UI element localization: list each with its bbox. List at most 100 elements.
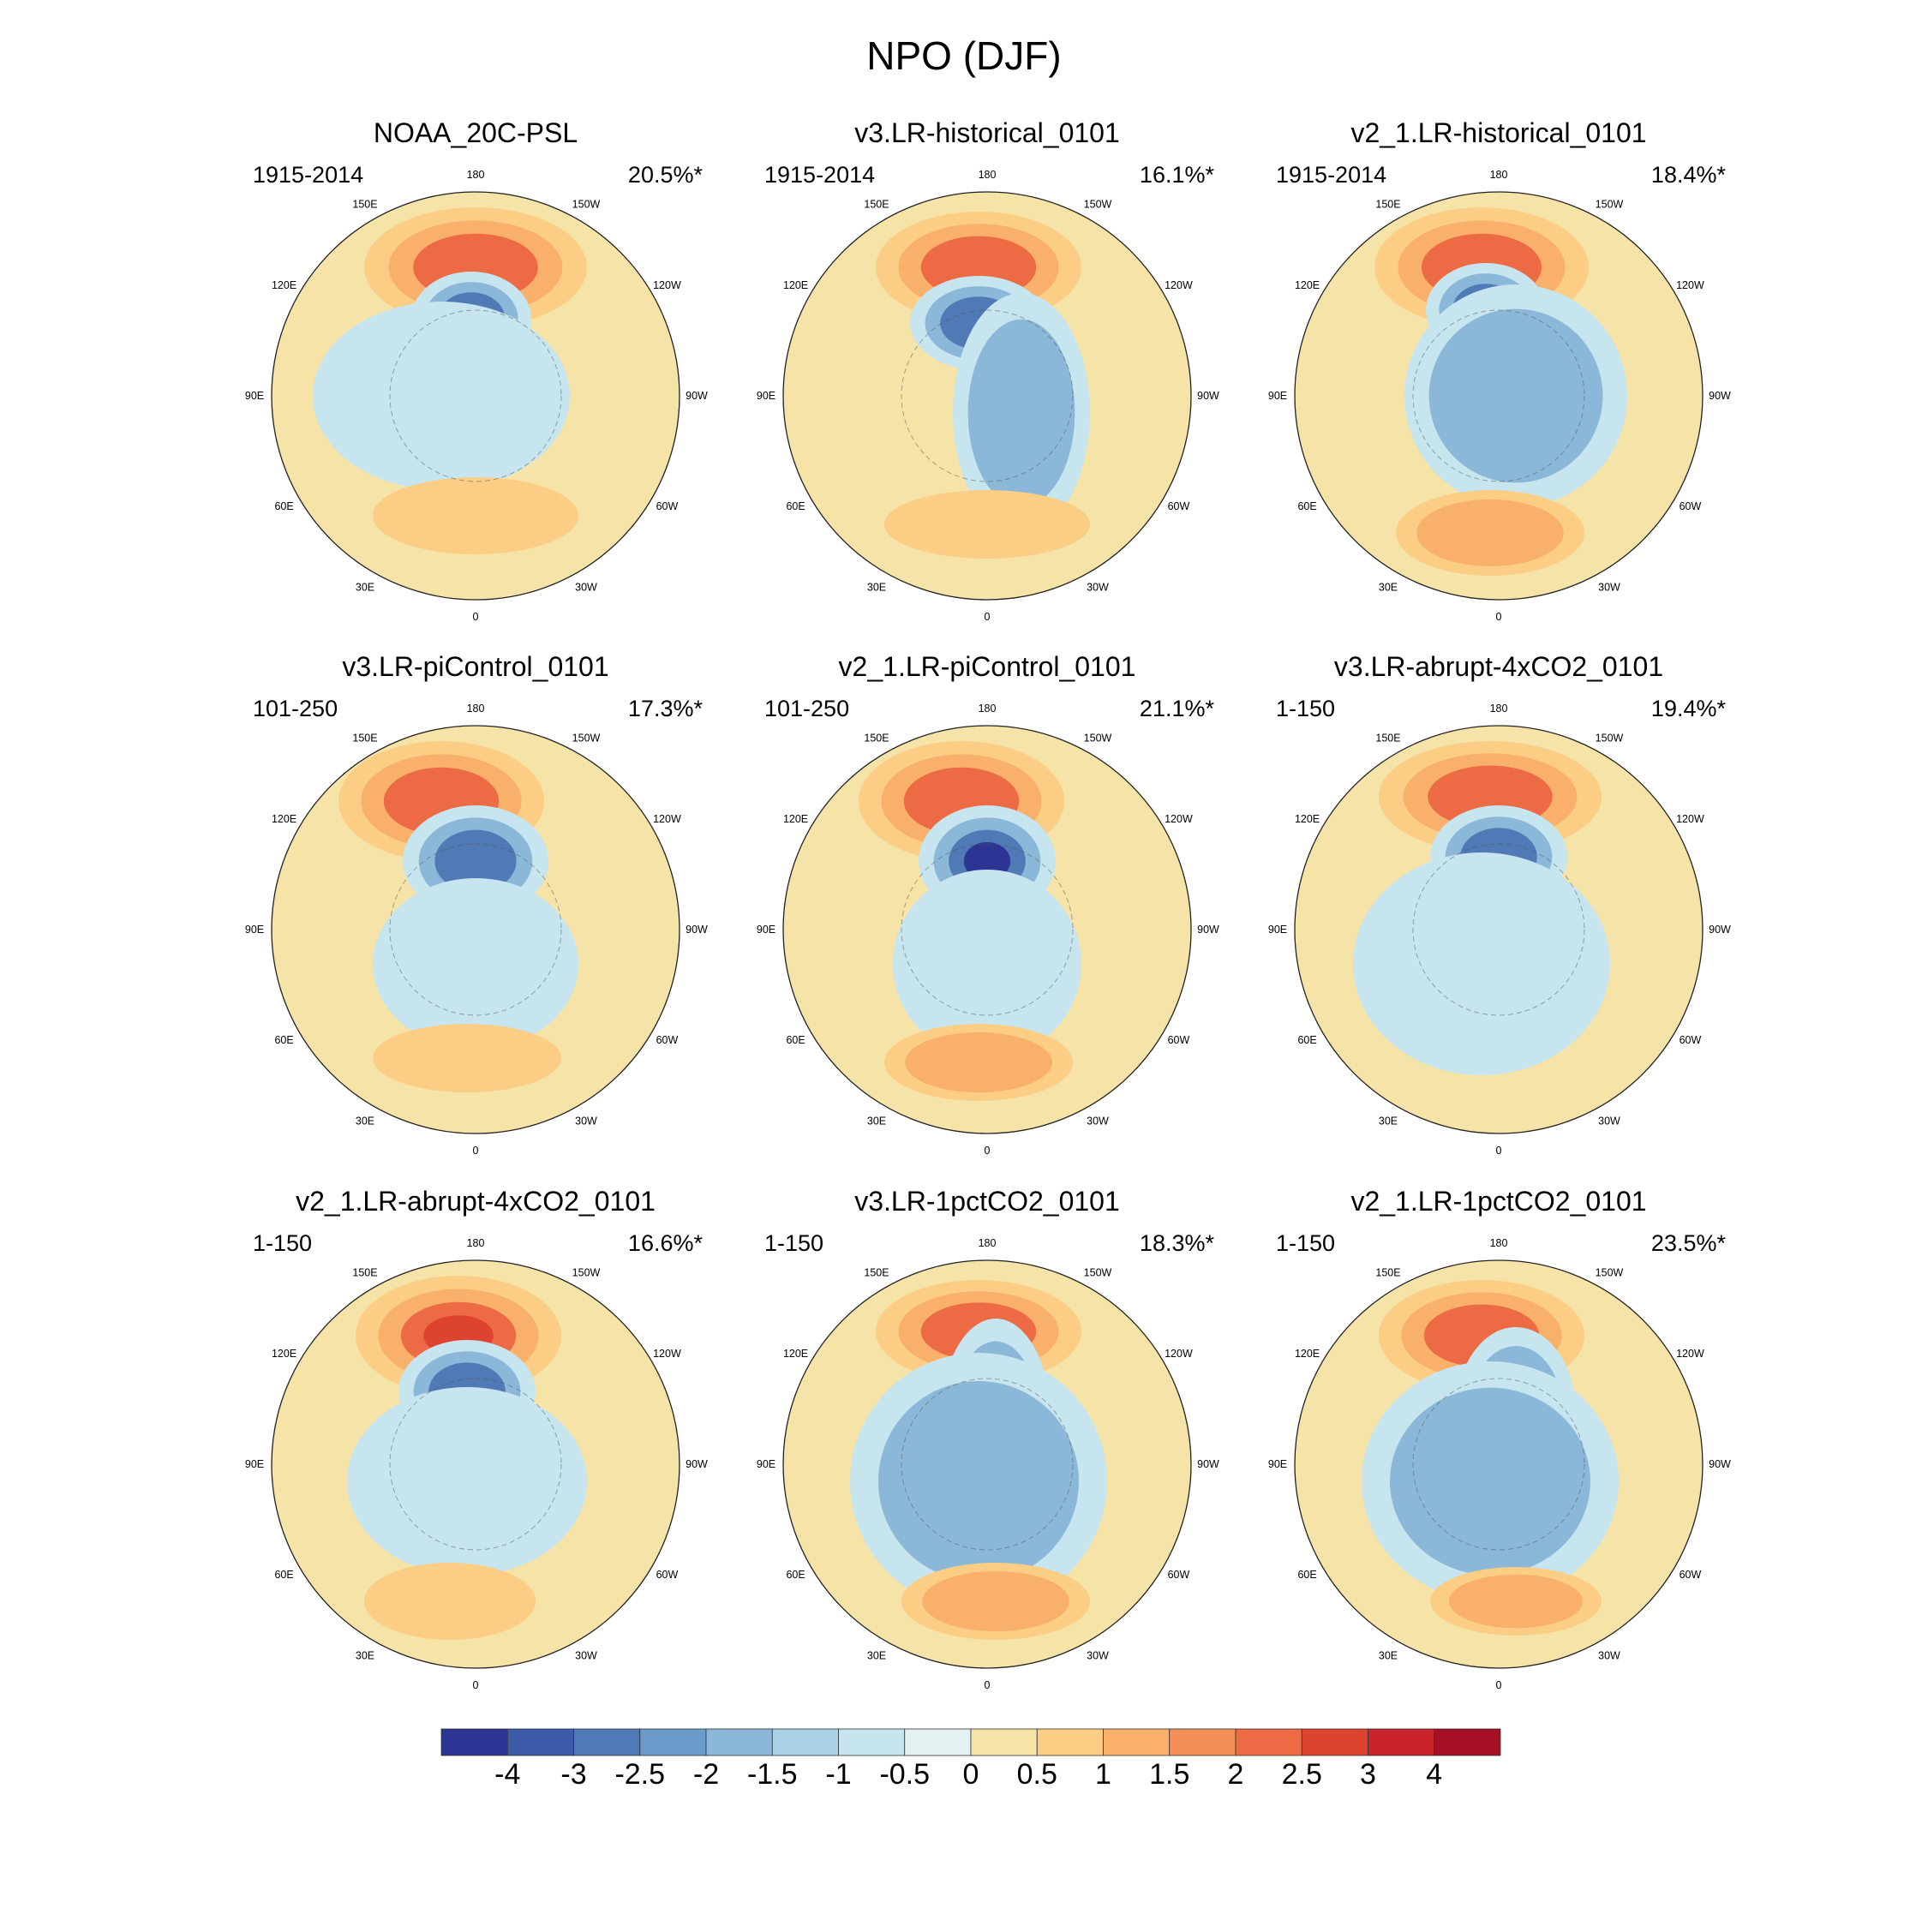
longitude-label: 150W: [572, 199, 601, 211]
longitude-label: 90E: [757, 390, 775, 402]
panel-period: 1915-2014: [253, 162, 364, 188]
colorbar-tick-label: 3: [1360, 1758, 1376, 1791]
longitude-label: 150E: [864, 1267, 889, 1279]
coastline: [901, 309, 1074, 482]
anomaly-region: [1353, 852, 1610, 1075]
colorbar-tick-label: 1: [1095, 1758, 1111, 1791]
longitude-label: 60E: [274, 500, 293, 512]
longitude-label: 90W: [1197, 1458, 1219, 1470]
panel-9: v2_1.LR-1pctCO2_0101 1-150 23.5%* 180 150…: [1224, 1186, 1773, 1700]
colorbar-tick-label: 1.5: [1149, 1758, 1190, 1791]
panel-2: v3.LR-historical_0101 1915-2014 16.1%* 1…: [713, 117, 1261, 631]
contour-field: [272, 1260, 680, 1668]
longitude-label: 30E: [1379, 1649, 1398, 1661]
panel-title: v2_1.LR-abrupt-4xCO2_0101: [296, 1186, 656, 1217]
longitude-label: 150E: [1375, 733, 1400, 745]
longitude-label: 30W: [1087, 1649, 1109, 1661]
colorbar-tick-label: 0: [962, 1758, 979, 1791]
panel-title: v3.LR-1pctCO2_0101: [854, 1186, 1120, 1217]
longitude-label: 90E: [757, 924, 775, 936]
coastline: [901, 1378, 1074, 1551]
contour-field: [272, 726, 680, 1133]
colorbar-tick-label: -3: [560, 1758, 587, 1791]
panel-variance: 17.3%*: [627, 696, 703, 721]
panel-title: v3.LR-piControl_0101: [342, 651, 609, 682]
longitude-label: 0: [1496, 1145, 1502, 1157]
longitude-label: 60E: [786, 500, 805, 512]
panel-title: v2_1.LR-piControl_0101: [838, 651, 1136, 682]
colorbar-swatch: [904, 1728, 972, 1756]
contour-field: [1295, 192, 1703, 600]
panel-5: v2_1.LR-piControl_0101 101-250 21.1%* 18…: [713, 651, 1261, 1165]
panel-period: 1-150: [253, 1230, 313, 1256]
panel-variance: 19.4%*: [1650, 696, 1726, 721]
longitude-label: 150W: [1084, 1267, 1112, 1279]
longitude-label: 90E: [245, 390, 264, 402]
anomaly-region: [373, 878, 578, 1050]
colorbar-swatch: [440, 1728, 508, 1756]
panel-period: 1915-2014: [764, 162, 876, 188]
anomaly-region: [905, 1032, 1052, 1093]
anomaly-region: [364, 1563, 536, 1640]
longitude-label: 90W: [1197, 390, 1219, 402]
panel-variance: 18.4%*: [1650, 162, 1726, 188]
anomaly-region: [884, 490, 1090, 559]
longitude-label: 120E: [272, 813, 296, 825]
longitude-label: 120W: [1165, 1348, 1193, 1360]
polar-map: 180 150E 120E 90E 60E 30E 0 30W 60W 90W 120W 150W: [245, 169, 708, 623]
longitude-label: 150E: [352, 733, 377, 745]
longitude-label: 60W: [1168, 1034, 1190, 1046]
figure-title: NPO (DJF): [866, 33, 1062, 78]
polar-map: 180 150E 120E 90E 60E 30E 0 30W 60W 90W 120W 150W: [757, 1237, 1219, 1691]
coastline: [1412, 843, 1585, 1016]
panel-7: v2_1.LR-abrupt-4xCO2_0101 1-150 16.6%* 1…: [201, 1186, 750, 1700]
polar-map: 180 150E 120E 90E 60E 30E 0 30W 60W 90W 120W 150W: [245, 1237, 708, 1691]
panel-variance: 21.1%*: [1139, 696, 1214, 721]
panel-4: v3.LR-piControl_0101 101-250 17.3%* 180 1…: [201, 651, 750, 1165]
longitude-label: 0: [1496, 1679, 1502, 1691]
colorbar-swatch: [1434, 1728, 1501, 1756]
coastline: [389, 843, 562, 1016]
longitude-label: 180: [979, 169, 997, 181]
longitude-label: 120W: [653, 813, 681, 825]
longitude-label: 90W: [1709, 924, 1731, 936]
anomaly-region: [347, 1387, 587, 1576]
polar-map: 180 150E 120E 90E 60E 30E 0 30W 60W 90W 120W 150W: [1268, 169, 1731, 623]
panel-title: v2_1.LR-historical_0101: [1350, 117, 1647, 148]
colorbar-tick-label: 2: [1227, 1758, 1244, 1791]
longitude-label: 30W: [1598, 1115, 1620, 1127]
longitude-label: 60W: [1168, 1569, 1190, 1581]
anomaly-region: [313, 302, 570, 490]
colorbar-swatch: [1036, 1728, 1104, 1756]
longitude-label: 30W: [575, 1115, 597, 1127]
map-border: [782, 1259, 1192, 1669]
longitude-label: 150W: [572, 1267, 601, 1279]
longitude-label: 120E: [1295, 813, 1320, 825]
panel-3: v2_1.LR-historical_0101 1915-2014 18.4%*…: [1224, 117, 1773, 631]
longitude-label: 120E: [272, 1348, 296, 1360]
polar-map: 180 150E 120E 90E 60E 30E 0 30W 60W 90W 120W 150W: [1268, 1237, 1731, 1691]
anomaly-region: [922, 1570, 1069, 1632]
longitude-label: 120E: [783, 279, 808, 291]
longitude-label: 120W: [1676, 1348, 1704, 1360]
panel-period: 1915-2014: [1276, 162, 1387, 188]
longitude-label: 90E: [245, 1458, 264, 1470]
longitude-label: 150E: [1375, 199, 1400, 211]
longitude-label: 30E: [867, 581, 886, 593]
map-border: [1294, 191, 1703, 601]
longitude-label: 90E: [757, 1458, 775, 1470]
contour-field: [272, 192, 680, 600]
longitude-label: 30W: [575, 581, 597, 593]
contour-field: [783, 192, 1191, 600]
longitude-label: 120W: [653, 279, 681, 291]
longitude-label: 120E: [783, 813, 808, 825]
colorbar-tick-label: -0.5: [879, 1758, 931, 1791]
longitude-label: 90E: [245, 924, 264, 936]
contour-field: [1295, 726, 1703, 1133]
panel-period: 101-250: [253, 696, 338, 721]
longitude-label: 30W: [575, 1649, 597, 1661]
anomaly-region: [1390, 1387, 1590, 1576]
longitude-label: 180: [1490, 169, 1508, 181]
colorbar-swatch: [1301, 1728, 1368, 1756]
panel-title: v3.LR-historical_0101: [854, 117, 1120, 148]
